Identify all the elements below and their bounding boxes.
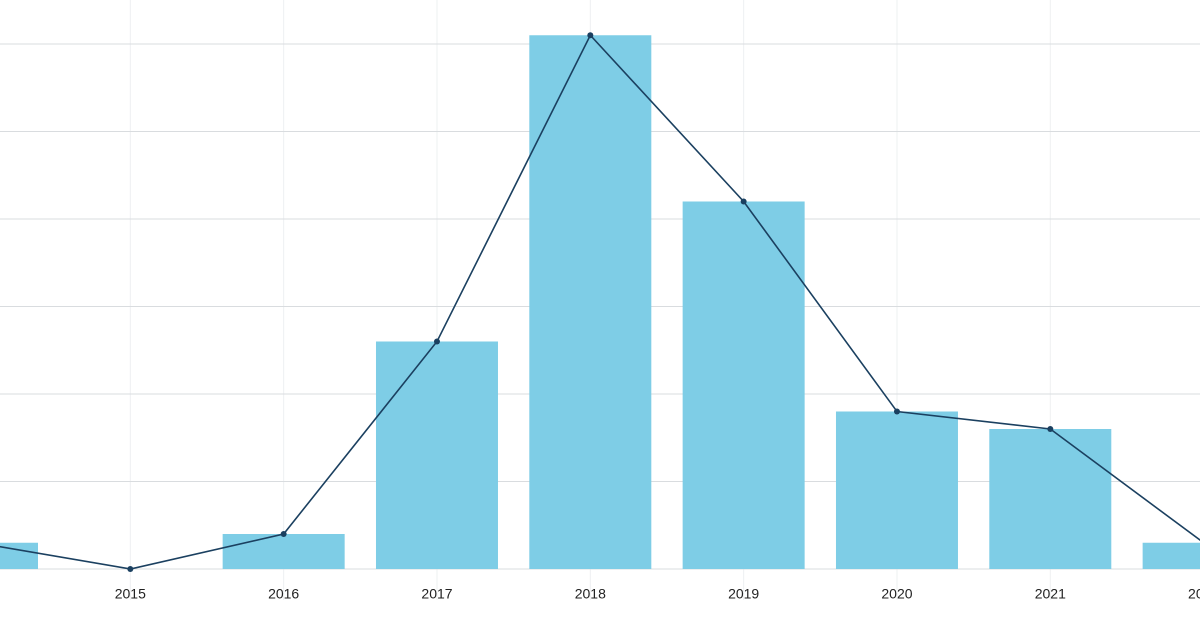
x-tick-label: 2019 — [728, 586, 759, 602]
line-point — [1047, 426, 1054, 432]
bar — [0, 542, 38, 569]
bar — [682, 201, 805, 569]
line-point — [740, 198, 747, 205]
x-tick-label: 2021 — [1035, 586, 1066, 602]
x-tick-label: 2018 — [575, 586, 606, 602]
line-point — [280, 531, 287, 537]
bar — [1142, 542, 1200, 569]
bar — [222, 534, 345, 569]
bar — [835, 411, 958, 569]
line-point — [127, 566, 134, 572]
x-tick-label: 2016 — [268, 586, 299, 602]
bar — [989, 429, 1112, 569]
bar — [529, 35, 652, 569]
bar — [375, 341, 498, 569]
x-tick-label: 2020 — [881, 586, 912, 602]
line-point — [587, 32, 594, 39]
line-point — [893, 408, 900, 415]
line-point — [433, 338, 440, 345]
x-tick-label: 2017 — [421, 586, 452, 602]
x-tick-label: 2022 — [1188, 586, 1200, 602]
x-tick-label: 2015 — [115, 586, 146, 602]
